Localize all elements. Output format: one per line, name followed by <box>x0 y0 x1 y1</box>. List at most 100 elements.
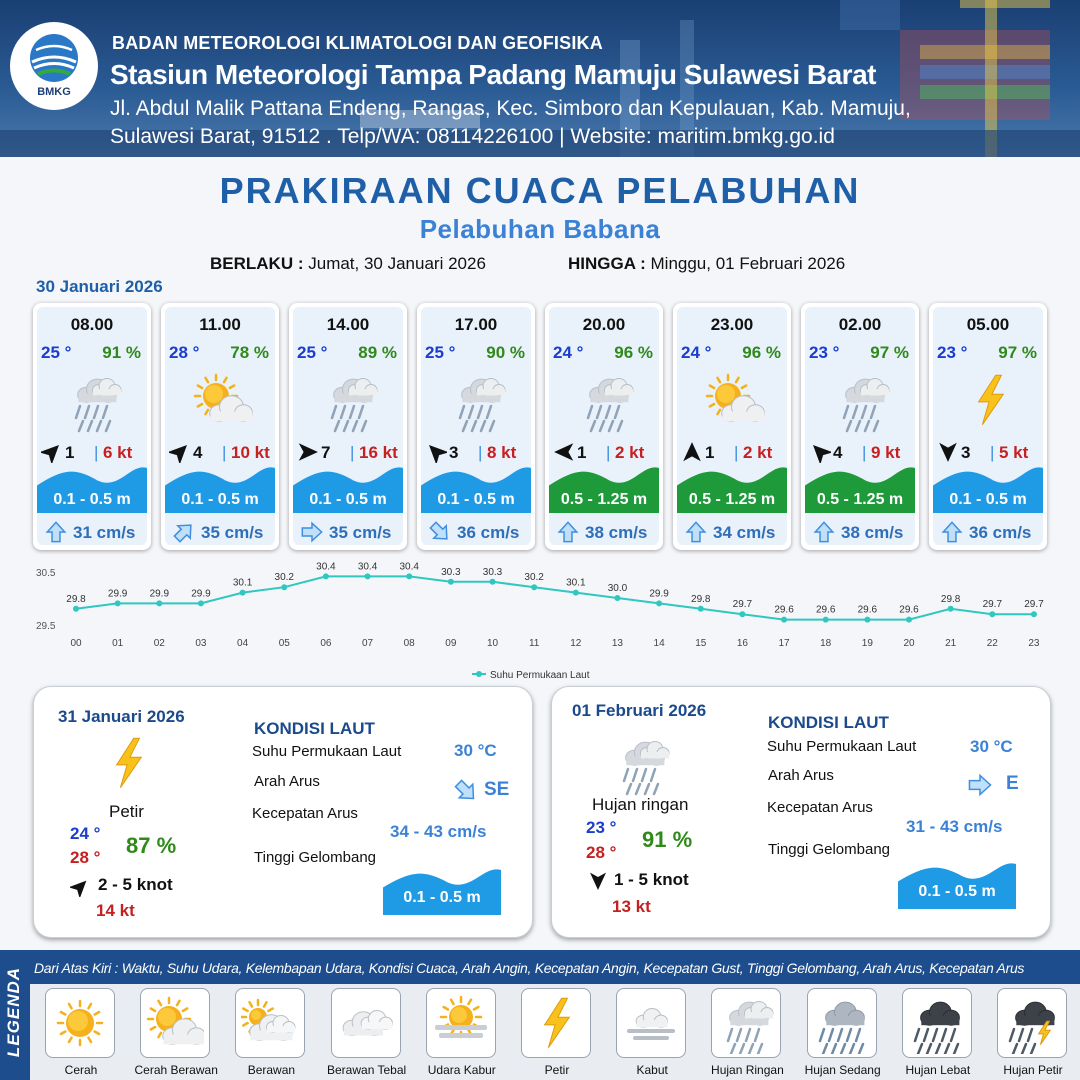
current-speed: 36 cm/s <box>969 523 1032 542</box>
hujan-ringan-icon <box>441 365 515 435</box>
x-tick-label: 01 <box>112 638 124 649</box>
current-direction-label: Arah Arus <box>254 773 320 790</box>
wind-speed: 1 <box>705 443 715 462</box>
wave-icon <box>421 463 531 513</box>
berawan-tebal-icon <box>337 992 395 1054</box>
wind-speed: 7 <box>321 443 331 462</box>
legend-item-label: Berawan Tebal <box>327 1063 407 1077</box>
hujan-ringan-icon <box>569 365 643 435</box>
wind-speed: 3 <box>961 443 971 462</box>
day-temp-max: 28 ° <box>70 848 101 867</box>
current-speed: 38 cm/s <box>841 523 904 542</box>
separator: | <box>350 443 355 462</box>
x-tick-label: 15 <box>695 638 707 649</box>
forecast-temp: 23 ° <box>809 343 840 362</box>
data-label: 29.7 <box>983 599 1003 610</box>
forecast-temp: 24 ° <box>553 343 584 362</box>
current-speed: 36 cm/s <box>457 523 520 542</box>
x-tick-label: 16 <box>737 638 749 649</box>
x-tick-label: 03 <box>195 638 207 649</box>
data-point <box>447 578 454 585</box>
data-label: 30.3 <box>441 567 461 578</box>
forecast-humidity: 96 % <box>614 343 653 362</box>
wave-height-value: 0.1 - 0.5 m <box>403 889 481 906</box>
udara-kabur-icon <box>432 992 490 1054</box>
wave-height: 0.1 - 0.5 m <box>53 491 131 508</box>
legend-label: Suhu Permukaan Laut <box>490 670 590 681</box>
hujan-ringan-icon <box>57 365 131 435</box>
data-point <box>989 611 996 618</box>
legend-item-label: Kabut <box>636 1063 668 1077</box>
petir-icon <box>527 992 585 1054</box>
forecast-time: 23.00 <box>710 315 754 334</box>
legend-item-label: Hujan Lebat <box>905 1063 971 1077</box>
data-label: 29.9 <box>649 588 669 599</box>
day-temp-min: 23 ° <box>586 818 617 837</box>
sea-condition-title: KONDISI LAUT <box>768 713 889 732</box>
day-gust: 13 kt <box>612 897 651 916</box>
forecast-card-inner: 08.00 25 ° 91 % 1 | 6 kt 0.1 - 0.5 m 31 … <box>37 307 147 545</box>
x-tick-label: 12 <box>570 638 582 649</box>
forecast-time: 11.00 <box>199 315 241 334</box>
forecast-time: 20.00 <box>582 315 626 334</box>
wind-speed: 1 <box>577 443 587 462</box>
wave-icon <box>37 463 147 513</box>
forecast-time: 14.00 <box>326 315 370 334</box>
forecast-humidity: 89 % <box>358 343 397 362</box>
wind-direction-icon <box>167 441 191 465</box>
x-tick-label: 00 <box>70 638 82 649</box>
wave-height: 0.5 - 1.25 m <box>816 491 904 508</box>
data-point <box>822 616 829 623</box>
bmkg-logo: BMKG <box>10 22 98 110</box>
x-tick-label: 22 <box>987 638 999 649</box>
forecast-card: 05.00 23 ° 97 % 3 | 5 kt 0.1 - 0.5 m 36 … <box>929 303 1047 550</box>
legend-item-label: Hujan Ringan <box>711 1063 784 1077</box>
current-direction-icon <box>941 521 963 543</box>
forecast-humidity: 97 % <box>870 343 909 362</box>
x-tick-label: 09 <box>445 638 457 649</box>
day-condition: Hujan ringan <box>592 795 689 814</box>
data-label: 30.4 <box>358 561 378 572</box>
wind-direction-icon <box>553 441 575 463</box>
x-tick-label: 18 <box>820 638 832 649</box>
forecast-card: 11.00 28 ° 78 % 4 | 10 kt 0.1 - 0.5 m 35… <box>161 303 279 550</box>
data-label: 30.2 <box>275 572 295 583</box>
legend-item-label: Hujan Petir <box>1003 1063 1063 1077</box>
series-line <box>75 575 1034 621</box>
current-speed: 35 cm/s <box>329 523 392 542</box>
port-name: Pelabuhan Babana <box>419 214 661 244</box>
forecast-card: 02.00 23 ° 97 % 4 | 9 kt 0.5 - 1.25 m 38… <box>801 303 919 550</box>
x-tick-label: 21 <box>945 638 957 649</box>
legend-item: Cerah Berawan <box>130 988 222 1080</box>
data-point <box>531 584 538 591</box>
data-label: 29.9 <box>150 588 170 599</box>
current-direction-icon <box>968 773 998 797</box>
forecast-card: 08.00 25 ° 91 % 1 | 6 kt 0.1 - 0.5 m 31 … <box>33 303 151 550</box>
legend-item-label: Udara Kabur <box>427 1063 496 1077</box>
forecast-card: 23.00 24 ° 96 % 1 | 2 kt 0.5 - 1.25 m 34… <box>673 303 791 550</box>
wave-height: 0.1 - 0.5 m <box>437 491 515 508</box>
data-label: 30.0 <box>608 583 628 594</box>
data-point <box>572 589 579 596</box>
valid-from-label: BERLAKU : <box>210 254 304 273</box>
sst-label: Suhu Permukaan Laut <box>767 738 917 755</box>
separator: | <box>990 443 995 462</box>
wind-speed: 4 <box>833 443 843 462</box>
forecast-time: 17.00 <box>454 315 498 334</box>
forecast-temp: 25 ° <box>425 343 456 362</box>
data-point <box>906 616 912 623</box>
legend-item: Berawan <box>225 988 317 1080</box>
data-point <box>73 605 79 612</box>
forecast-card-inner: 23.00 24 ° 96 % 1 | 2 kt 0.5 - 1.25 m 34… <box>677 307 787 545</box>
data-label: 30.4 <box>399 561 419 572</box>
wave-height: 0.1 - 0.5 m <box>949 491 1027 508</box>
forecast-temp: 24 ° <box>681 343 712 362</box>
separator: | <box>734 443 739 462</box>
cerah-berawan-icon <box>697 365 771 435</box>
data-point <box>197 600 204 607</box>
wave-height: 0.1 - 0.5 m <box>181 491 259 508</box>
forecast-humidity: 78 % <box>230 343 269 362</box>
legend-title: LEGENDA <box>4 966 23 1058</box>
data-point <box>156 600 163 607</box>
x-tick-label: 05 <box>279 638 291 649</box>
